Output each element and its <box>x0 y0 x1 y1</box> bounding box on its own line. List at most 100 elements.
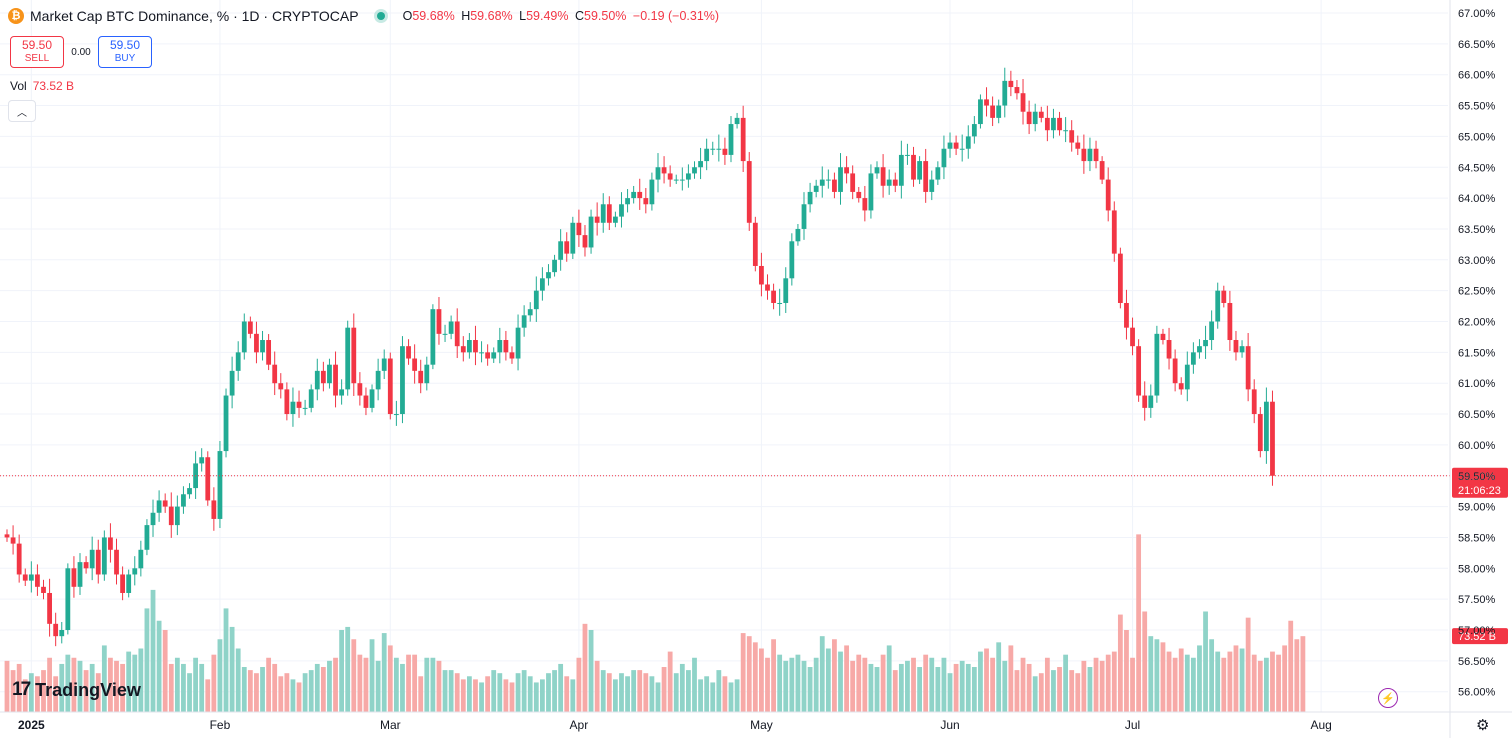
candle <box>789 233 795 286</box>
volume-bar <box>655 682 661 712</box>
volume-bar <box>10 670 16 712</box>
volume-bar <box>637 670 643 712</box>
candle-body <box>339 389 345 396</box>
lightning-icon[interactable]: ⚡ <box>1378 688 1398 708</box>
volume-bar <box>351 639 357 712</box>
candle-body <box>667 173 673 180</box>
volume-bar <box>746 636 752 712</box>
candle-body <box>759 265 764 285</box>
candle-body <box>254 333 259 353</box>
candle <box>832 172 837 199</box>
buy-button[interactable]: 59.50 BUY <box>98 36 152 68</box>
price-tick-label: 59.50% <box>1458 471 1496 483</box>
chart-header: ₿ Market Cap BTC Dominance, % · 1D · CRY… <box>8 8 722 24</box>
tradingview-logo[interactable]: 17 TradingView <box>12 679 141 701</box>
volume-bar <box>1081 660 1087 712</box>
candle <box>53 612 59 647</box>
ohlc-values: O59.68% H59.68% L59.49% C59.50% −0.19 (−… <box>402 9 720 23</box>
candle-body <box>1002 80 1008 106</box>
high-value: 59.68% <box>470 9 513 23</box>
candle-body <box>692 167 697 174</box>
volume-bar <box>588 630 594 712</box>
candle-body <box>953 142 959 149</box>
volume-bar <box>35 676 40 712</box>
candle <box>278 373 284 399</box>
candle-body <box>357 383 363 396</box>
volume-bar <box>479 682 484 712</box>
candle-body <box>1257 414 1263 452</box>
sell-button[interactable]: 59.50 SELL <box>10 36 64 68</box>
candle-body <box>1221 290 1227 303</box>
candle <box>296 390 302 418</box>
symbol-title[interactable]: Market Cap BTC Dominance, % · 1D · CRYPT… <box>30 8 359 24</box>
price-tick-label: 67.00% <box>1458 8 1496 20</box>
volume-bar <box>314 663 320 712</box>
candle <box>454 308 460 359</box>
candle <box>570 216 576 259</box>
gear-icon[interactable]: ⚙ <box>1476 717 1490 734</box>
candle-body <box>649 179 655 205</box>
volume-bar <box>509 682 515 712</box>
price-tick-label: 64.50% <box>1458 162 1496 174</box>
candle <box>527 302 533 322</box>
candle <box>1160 328 1166 345</box>
price-tick-label: 62.00% <box>1458 317 1496 329</box>
volume-bar <box>941 657 947 712</box>
volume-bar <box>1160 642 1166 712</box>
candle <box>314 358 320 401</box>
candle <box>77 553 83 595</box>
volume-bar <box>1093 657 1099 712</box>
volume-bar <box>953 663 959 712</box>
volume-bar <box>1008 645 1014 712</box>
candle <box>1044 105 1050 142</box>
volume-bar <box>971 667 977 712</box>
candle <box>1136 339 1142 402</box>
volume-bar <box>454 673 460 712</box>
candle-body <box>807 191 813 205</box>
candle <box>765 274 770 300</box>
volume-bar <box>1057 667 1062 712</box>
volume-bar <box>990 657 996 712</box>
collapse-legend-button[interactable]: ︿ <box>8 100 36 122</box>
candle-body <box>290 401 296 415</box>
candle-body <box>424 364 430 384</box>
volume-bar <box>1063 654 1069 712</box>
volume-bar <box>473 679 478 712</box>
candle <box>308 384 314 413</box>
volume-legend[interactable]: Vol 73.52 B <box>10 79 74 93</box>
candle-body <box>260 340 265 353</box>
volume-bar <box>485 676 491 712</box>
candle-body <box>850 173 856 192</box>
candle <box>363 387 369 416</box>
trade-panel: 59.50 SELL 0.00 59.50 BUY <box>10 36 152 68</box>
volume-bar <box>527 676 533 712</box>
candle <box>1111 201 1117 262</box>
volume-bar <box>734 679 740 712</box>
volume-bar <box>576 657 582 712</box>
candle-body <box>1251 389 1257 415</box>
candle <box>777 288 783 316</box>
volume-bar <box>369 639 375 712</box>
candle-body <box>223 395 229 452</box>
candle <box>150 499 156 537</box>
candle <box>351 313 357 396</box>
candle-body <box>868 173 874 211</box>
candle-body <box>150 512 156 526</box>
candle-body <box>978 99 983 125</box>
candle <box>302 399 308 416</box>
candle-body <box>722 148 728 155</box>
candle <box>667 165 673 187</box>
volume-bar <box>223 608 229 712</box>
candle <box>1075 135 1081 156</box>
price-tick-label: 61.50% <box>1458 347 1496 359</box>
volume-bar <box>710 682 716 712</box>
volume-bar <box>77 660 83 712</box>
volume-bar <box>996 642 1002 712</box>
candle <box>479 341 484 363</box>
volume-bar <box>1239 648 1245 712</box>
volume-bar <box>284 673 290 712</box>
volume-bar <box>673 673 679 712</box>
candle-body <box>89 549 95 569</box>
candle-body <box>1172 358 1178 384</box>
